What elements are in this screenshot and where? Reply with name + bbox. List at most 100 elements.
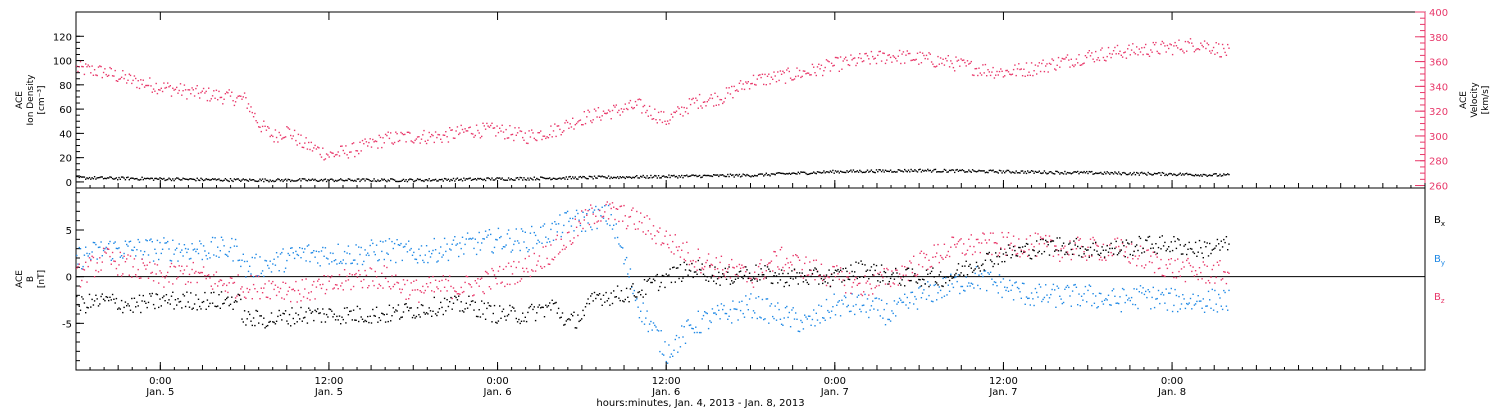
density-series-point <box>226 179 228 181</box>
bx-series-point <box>847 278 849 280</box>
bz-series-point <box>423 292 425 294</box>
bz-series-point <box>131 276 133 278</box>
by-series-point <box>474 238 476 240</box>
by-series-point <box>591 228 593 231</box>
velocity-series-point <box>154 90 156 92</box>
bx-series-point <box>510 310 512 312</box>
density-series-point <box>1079 171 1081 173</box>
velocity-series-point <box>570 126 573 128</box>
velocity-series-point <box>287 127 289 129</box>
velocity-series-point <box>705 105 707 107</box>
bx-series-point <box>654 279 656 282</box>
velocity-series-point <box>390 132 392 134</box>
by-series-point <box>604 205 606 207</box>
by-series-point <box>361 263 364 266</box>
bx-series-point <box>351 319 353 321</box>
bx-series-point <box>431 315 433 317</box>
bz-series-point <box>460 286 462 289</box>
velocity-series-point <box>347 157 350 159</box>
bx-series-point <box>1106 245 1108 247</box>
velocity-series-point <box>714 92 716 94</box>
bx-series-point <box>505 319 507 321</box>
bx-series-point <box>1101 246 1103 248</box>
bz-series-point <box>520 278 523 280</box>
velocity-series-point <box>1155 41 1157 44</box>
bx-series-point <box>236 301 238 303</box>
bx-series-point <box>405 303 407 305</box>
bx-series-point <box>889 277 892 280</box>
bx-series-point <box>117 308 119 310</box>
bx-series-point <box>856 277 858 280</box>
bx-series-point <box>1203 241 1206 243</box>
bx-series-point <box>437 311 439 313</box>
bx-series-point <box>1002 253 1005 255</box>
bx-series-point <box>93 300 96 302</box>
bx-series-point <box>393 311 396 313</box>
velocity-series-point <box>461 128 464 131</box>
by-series-point <box>705 312 707 314</box>
velocity-series-point <box>659 119 661 121</box>
bx-series-point <box>1180 253 1183 255</box>
bz-series-point <box>856 284 858 286</box>
by-series-point <box>874 297 876 300</box>
density-series-point <box>113 178 115 180</box>
density-series-point <box>443 177 446 180</box>
bx-series-point <box>921 278 924 280</box>
bz-series-point <box>404 283 406 286</box>
bz-series-point <box>810 269 812 272</box>
bx-series-point <box>373 314 375 317</box>
bx-series-point <box>1016 255 1019 257</box>
bz-series-point <box>923 252 925 255</box>
density-series-point <box>751 175 753 177</box>
by-series-point <box>1221 308 1224 311</box>
bx-series-point <box>109 296 111 298</box>
by-series-point <box>654 324 656 327</box>
velocity-series-point <box>243 92 246 94</box>
bz-series-point <box>263 287 265 289</box>
by-series-point <box>836 304 838 306</box>
by-series-point <box>151 241 153 243</box>
bz-series-point <box>363 278 365 281</box>
bx-series-point <box>919 279 921 281</box>
by-series-point <box>540 226 542 228</box>
bx-series-point <box>552 303 555 305</box>
density-series-point <box>825 171 828 173</box>
by-series-point <box>668 344 670 346</box>
bz-series-point <box>324 292 327 295</box>
density-series-point <box>775 172 778 174</box>
bz-series-point <box>1223 271 1225 273</box>
density-series-point <box>391 178 393 180</box>
density-series-point <box>211 178 214 180</box>
density-series-point <box>987 171 989 174</box>
bx-series-point <box>1114 247 1116 250</box>
velocity-series-point <box>1120 54 1122 56</box>
density-series-point <box>240 180 242 182</box>
bx-series-point <box>537 306 539 308</box>
by-series-point <box>340 260 342 263</box>
velocity-series-point <box>1004 75 1006 77</box>
density-series-point <box>129 177 132 180</box>
bz-series-point <box>755 277 757 280</box>
bx-series-point <box>681 280 683 282</box>
bx-series-point <box>602 294 605 296</box>
velocity-series-point <box>754 83 756 86</box>
x-tick-date: Jan. 7 <box>820 387 849 398</box>
bz-series-point <box>354 274 356 276</box>
bz-series <box>76 201 1230 303</box>
velocity-series-point <box>606 112 608 114</box>
bx-series-point <box>1161 235 1163 237</box>
by-series-point <box>954 276 956 279</box>
velocity-series-point <box>314 144 316 147</box>
by-series-point <box>563 224 565 227</box>
density-series-point <box>1157 172 1160 174</box>
bz-series-point <box>601 216 603 218</box>
by-series-point <box>409 249 411 251</box>
bz-series-point <box>1168 258 1170 261</box>
velocity-series-point <box>170 95 173 97</box>
by-series-point <box>274 264 277 266</box>
by-series-point <box>596 227 598 230</box>
velocity-series-point <box>1018 63 1020 65</box>
velocity-series-point <box>880 60 883 62</box>
velocity-series-point <box>813 66 815 68</box>
bx-series-point <box>974 268 976 270</box>
